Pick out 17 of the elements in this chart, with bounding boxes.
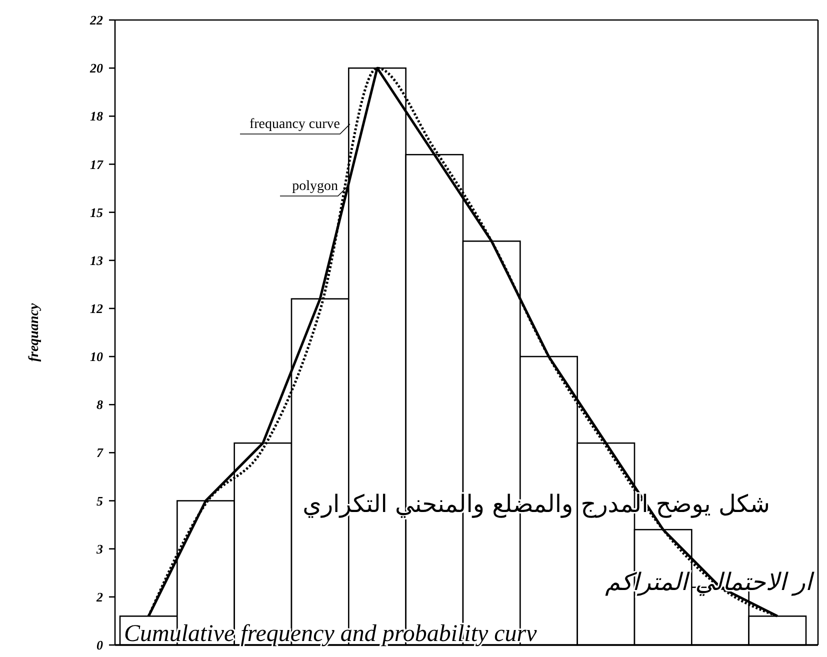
y-tick-label: 7 xyxy=(96,445,104,460)
y-tick-label: 0 xyxy=(96,638,104,653)
y-axis-title: frequancy xyxy=(27,302,42,362)
y-tick-label: 17 xyxy=(90,156,104,172)
y-tick-label: 22 xyxy=(89,12,104,28)
y-tick-label: 13 xyxy=(90,252,104,268)
series-label: polygon xyxy=(292,179,338,194)
series-label: frequancy curve xyxy=(249,117,340,132)
y-tick-label: 3 xyxy=(96,541,104,556)
y-tick-label: 10 xyxy=(90,349,104,364)
y-tick-label: 20 xyxy=(89,60,104,76)
y-tick-label: 18 xyxy=(90,108,104,124)
y-tick-label: 5 xyxy=(96,493,104,508)
y-tick-label: 15 xyxy=(90,204,104,220)
y-tick-label: 8 xyxy=(96,397,104,412)
y-tick-label: 12 xyxy=(90,301,104,316)
y-tick-label: 2 xyxy=(96,589,104,604)
